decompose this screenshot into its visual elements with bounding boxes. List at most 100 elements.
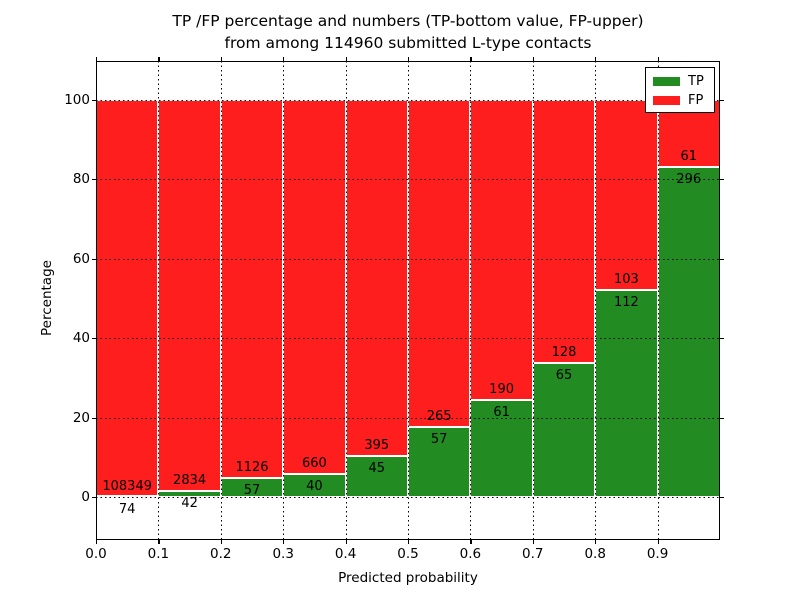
bar-fp bbox=[158, 99, 221, 492]
legend: TP FP bbox=[645, 67, 715, 113]
fp-count-label: 61 bbox=[680, 149, 698, 165]
tp-count-label: 42 bbox=[181, 496, 198, 512]
y-tick-label: 80 bbox=[72, 171, 90, 187]
gridline-horizontal bbox=[96, 417, 720, 419]
x-tick-mark-top bbox=[220, 57, 223, 61]
y-tick-mark-right bbox=[720, 497, 724, 499]
x-tick-mark-top bbox=[595, 57, 597, 61]
y-tick-mark bbox=[92, 417, 96, 419]
gridline-vertical bbox=[657, 61, 659, 540]
bar-tp bbox=[470, 400, 533, 497]
legend-swatch bbox=[653, 96, 680, 105]
x-tick-mark bbox=[158, 540, 160, 544]
x-tick-mark-top bbox=[96, 57, 98, 61]
x-tick-mark bbox=[345, 540, 347, 544]
x-tick-label: 0.1 bbox=[147, 546, 170, 562]
bar-fp bbox=[96, 99, 159, 497]
y-tick-mark-right bbox=[720, 417, 724, 419]
x-tick-label: 0.4 bbox=[334, 546, 357, 562]
x-tick-label: 0.3 bbox=[272, 546, 294, 562]
gridline-vertical bbox=[220, 61, 222, 540]
gridline-vertical bbox=[595, 61, 597, 540]
x-tick-mark-top bbox=[532, 57, 535, 61]
legend-label: TP bbox=[688, 74, 704, 89]
x-tick-mark bbox=[595, 540, 597, 544]
x-tick-mark-top bbox=[283, 57, 285, 61]
x-tick-label: 0.5 bbox=[397, 546, 419, 562]
x-tick-label: 0.8 bbox=[584, 546, 606, 562]
x-tick-mark bbox=[283, 540, 285, 544]
tp-count-label: 57 bbox=[430, 431, 448, 447]
fp-count-label: 128 bbox=[551, 345, 577, 361]
x-tick-mark-top bbox=[408, 57, 410, 61]
gridline-vertical bbox=[532, 61, 534, 540]
gridline-horizontal bbox=[96, 258, 720, 260]
x-tick-label: 0.7 bbox=[522, 546, 544, 562]
fp-count-label: 1126 bbox=[235, 459, 269, 475]
x-tick-mark bbox=[220, 540, 223, 544]
y-tick-mark bbox=[92, 338, 96, 340]
bar-fp bbox=[345, 99, 408, 457]
bar-tp bbox=[532, 363, 596, 497]
chart-title-line2: from among 114960 submitted L-type conta… bbox=[224, 34, 592, 52]
y-tick-mark-right bbox=[720, 338, 724, 340]
y-tick-label: 40 bbox=[72, 330, 90, 346]
gridline-vertical bbox=[283, 61, 285, 540]
bar-tp bbox=[657, 167, 720, 497]
x-axis-label: Predicted probability bbox=[338, 570, 478, 586]
gridline-vertical bbox=[158, 61, 160, 540]
tp-count-label: 57 bbox=[243, 482, 261, 498]
gridline-vertical bbox=[345, 61, 347, 540]
x-tick-mark bbox=[657, 540, 659, 544]
y-tick-mark bbox=[92, 258, 96, 260]
fp-count-label: 265 bbox=[426, 408, 452, 424]
bar-tp bbox=[408, 426, 471, 497]
fp-count-label: 190 bbox=[489, 382, 514, 398]
x-tick-mark-top bbox=[470, 57, 472, 61]
bar-fp bbox=[595, 99, 658, 290]
bar-fp bbox=[408, 99, 471, 427]
y-tick-label: 100 bbox=[64, 91, 90, 108]
gridline-horizontal bbox=[96, 497, 720, 498]
legend-item: TP bbox=[653, 72, 714, 91]
fp-count-label: 103 bbox=[613, 271, 639, 287]
chart-title-line1: TP /FP percentage and numbers (TP-bottom… bbox=[172, 12, 644, 30]
bar-fp bbox=[220, 99, 284, 478]
x-tick-mark bbox=[408, 540, 410, 544]
fp-count-label: 2834 bbox=[173, 473, 207, 489]
fp-count-label: 660 bbox=[301, 456, 327, 472]
chart-title: TP /FP percentage and numbers (TP-bottom… bbox=[0, 10, 800, 54]
x-tick-mark bbox=[532, 540, 535, 544]
y-tick-mark-right bbox=[720, 99, 724, 101]
bar-tp bbox=[595, 289, 658, 497]
x-tick-label: 0.0 bbox=[85, 546, 107, 562]
tp-count-label: 61 bbox=[493, 405, 510, 421]
bar-fp bbox=[532, 99, 596, 364]
x-tick-mark bbox=[470, 540, 472, 544]
gridline-horizontal bbox=[96, 338, 720, 339]
tp-count-label: 45 bbox=[368, 461, 386, 477]
y-tick-mark bbox=[92, 179, 96, 181]
gridline-horizontal bbox=[96, 179, 720, 180]
legend-swatch bbox=[653, 77, 680, 86]
y-axis-label: Percentage bbox=[39, 260, 55, 336]
tp-count-label: 74 bbox=[118, 501, 136, 517]
fp-count-label: 395 bbox=[364, 438, 390, 454]
tp-count-label: 112 bbox=[613, 294, 639, 310]
y-tick-mark-right bbox=[720, 258, 724, 260]
y-tick-mark-right bbox=[720, 179, 724, 181]
x-tick-label: 0.9 bbox=[646, 546, 669, 562]
x-tick-mark bbox=[96, 540, 98, 544]
x-tick-mark-top bbox=[345, 57, 347, 61]
legend-item: FP bbox=[653, 91, 714, 110]
x-tick-mark-top bbox=[158, 57, 160, 61]
y-tick-label: 60 bbox=[72, 250, 90, 267]
tp-count-label: 40 bbox=[306, 479, 323, 495]
y-tick-mark bbox=[92, 497, 96, 499]
fp-count-label: 108349 bbox=[102, 478, 152, 494]
x-tick-label: 0.6 bbox=[459, 546, 482, 562]
gridline-vertical bbox=[408, 61, 409, 540]
bar-tp bbox=[345, 456, 408, 497]
